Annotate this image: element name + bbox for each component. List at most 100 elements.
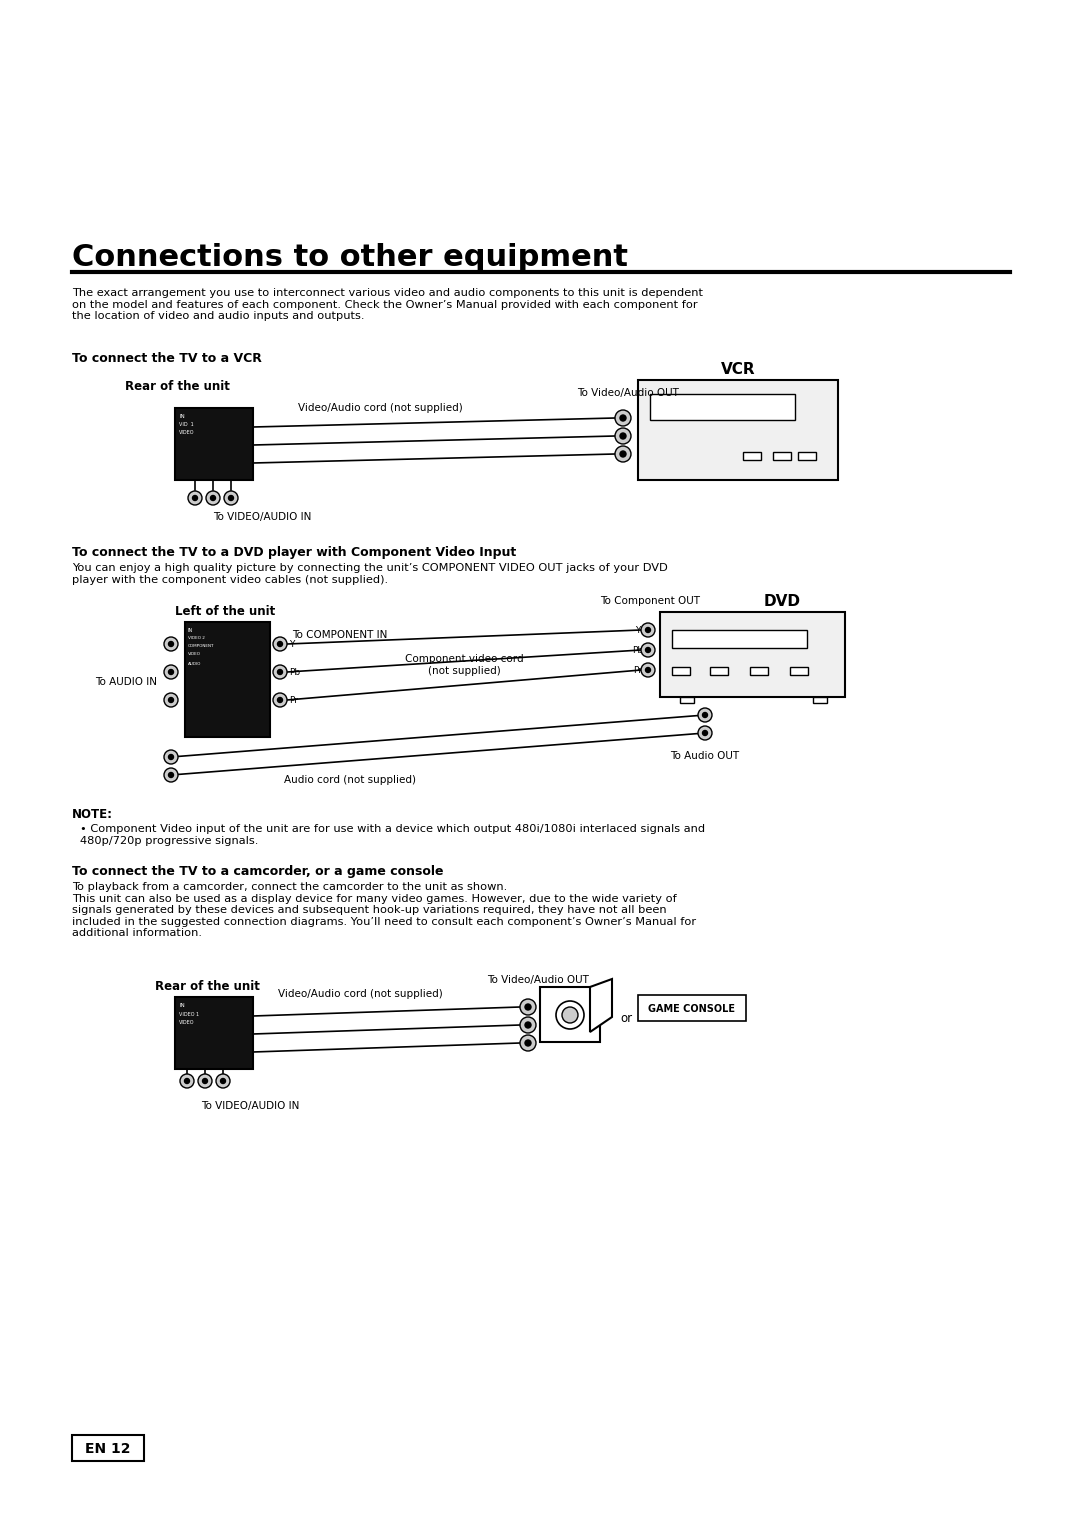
Text: IN: IN <box>188 628 193 634</box>
Circle shape <box>615 411 631 426</box>
Circle shape <box>216 1073 230 1089</box>
Circle shape <box>525 1022 531 1028</box>
Circle shape <box>273 637 287 651</box>
Circle shape <box>206 492 220 505</box>
Circle shape <box>702 730 707 736</box>
Polygon shape <box>590 979 612 1032</box>
Circle shape <box>203 1078 207 1084</box>
Bar <box>773 452 791 460</box>
Text: VIDEO: VIDEO <box>179 431 194 435</box>
Circle shape <box>273 693 287 707</box>
Circle shape <box>168 754 174 759</box>
Circle shape <box>698 709 712 722</box>
Circle shape <box>620 450 626 457</box>
Bar <box>672 631 807 647</box>
Circle shape <box>615 446 631 463</box>
Text: To playback from a camcorder, connect the camcorder to the unit as shown.
This u: To playback from a camcorder, connect th… <box>72 883 697 939</box>
Circle shape <box>519 999 536 1015</box>
Text: To VIDEO/AUDIO IN: To VIDEO/AUDIO IN <box>201 1101 299 1112</box>
Circle shape <box>164 750 178 764</box>
Text: Connections to other equipment: Connections to other equipment <box>72 243 627 272</box>
Text: Rear of the unit: Rear of the unit <box>156 980 260 993</box>
Circle shape <box>556 1002 584 1029</box>
Bar <box>72 1435 144 1461</box>
Text: To Component OUT: To Component OUT <box>600 596 700 606</box>
Bar <box>798 452 816 460</box>
Bar <box>813 696 827 702</box>
Circle shape <box>164 637 178 651</box>
Circle shape <box>168 669 174 675</box>
Circle shape <box>164 768 178 782</box>
Text: VIDEO: VIDEO <box>188 652 201 657</box>
Text: Audio cord (not supplied): Audio cord (not supplied) <box>284 776 416 785</box>
Bar <box>540 986 600 1041</box>
Circle shape <box>168 698 174 702</box>
Circle shape <box>615 428 631 444</box>
Circle shape <box>642 643 654 657</box>
Text: To Video/Audio OUT: To Video/Audio OUT <box>487 976 589 985</box>
Circle shape <box>702 713 707 718</box>
Bar <box>660 612 845 696</box>
Bar <box>743 452 761 460</box>
Text: VCR: VCR <box>720 362 755 377</box>
Text: COMPONENT: COMPONENT <box>188 644 215 647</box>
Text: NOTE:: NOTE: <box>72 808 113 822</box>
Text: To connect the TV to a camcorder, or a game console: To connect the TV to a camcorder, or a g… <box>72 864 444 878</box>
Circle shape <box>164 693 178 707</box>
Circle shape <box>224 492 238 505</box>
Circle shape <box>278 641 283 646</box>
Text: IN: IN <box>179 414 185 418</box>
Text: To COMPONENT IN: To COMPONENT IN <box>292 631 388 640</box>
Text: Y: Y <box>289 640 295 649</box>
Bar <box>672 667 690 675</box>
Text: GAME CONSOLE: GAME CONSOLE <box>648 1003 735 1014</box>
Circle shape <box>620 434 626 438</box>
Circle shape <box>168 773 174 777</box>
Text: or: or <box>620 1012 632 1025</box>
Text: To Audio OUT: To Audio OUT <box>671 751 740 760</box>
Circle shape <box>519 1035 536 1051</box>
Bar <box>750 667 768 675</box>
Text: To AUDIO IN: To AUDIO IN <box>95 676 157 687</box>
Text: • Component Video input of the unit are for use with a device which output 480i/: • Component Video input of the unit are … <box>80 825 705 846</box>
Circle shape <box>192 495 198 501</box>
Circle shape <box>620 415 626 421</box>
Text: You can enjoy a high quality picture by connecting the unit’s COMPONENT VIDEO OU: You can enjoy a high quality picture by … <box>72 563 667 585</box>
Text: Rear of the unit: Rear of the unit <box>125 380 230 392</box>
Bar <box>789 667 808 675</box>
Text: Pb: Pb <box>633 646 644 655</box>
Circle shape <box>278 669 283 675</box>
Circle shape <box>229 495 233 501</box>
Circle shape <box>273 664 287 680</box>
Circle shape <box>164 664 178 680</box>
Bar <box>680 696 694 702</box>
Text: VID  1: VID 1 <box>179 421 193 428</box>
Text: Component video cord
(not supplied): Component video cord (not supplied) <box>405 654 524 675</box>
Circle shape <box>198 1073 212 1089</box>
Circle shape <box>646 628 650 632</box>
Circle shape <box>562 1006 578 1023</box>
Text: To connect the TV to a VCR: To connect the TV to a VCR <box>72 353 261 365</box>
Text: EN 12: EN 12 <box>85 1441 131 1457</box>
Text: DVD: DVD <box>764 594 800 609</box>
Text: Video/Audio cord (not supplied): Video/Audio cord (not supplied) <box>298 403 462 412</box>
Circle shape <box>646 647 650 652</box>
Circle shape <box>698 725 712 741</box>
Text: Pr: Pr <box>634 666 643 675</box>
Circle shape <box>519 1017 536 1032</box>
Circle shape <box>168 641 174 646</box>
Text: AUDIO: AUDIO <box>188 663 201 666</box>
Text: Video/Audio cord (not supplied): Video/Audio cord (not supplied) <box>278 989 443 999</box>
Circle shape <box>211 495 216 501</box>
Text: The exact arrangement you use to interconnect various video and audio components: The exact arrangement you use to interco… <box>72 289 703 321</box>
Text: Pb: Pb <box>289 667 300 676</box>
Bar <box>175 408 253 479</box>
Text: VIDEO 2: VIDEO 2 <box>188 637 205 640</box>
Text: IN: IN <box>179 1003 185 1008</box>
Circle shape <box>188 492 202 505</box>
Bar <box>638 380 838 479</box>
Circle shape <box>525 1040 531 1046</box>
Circle shape <box>525 1003 531 1009</box>
Text: Y: Y <box>635 626 640 635</box>
Bar <box>638 996 746 1022</box>
